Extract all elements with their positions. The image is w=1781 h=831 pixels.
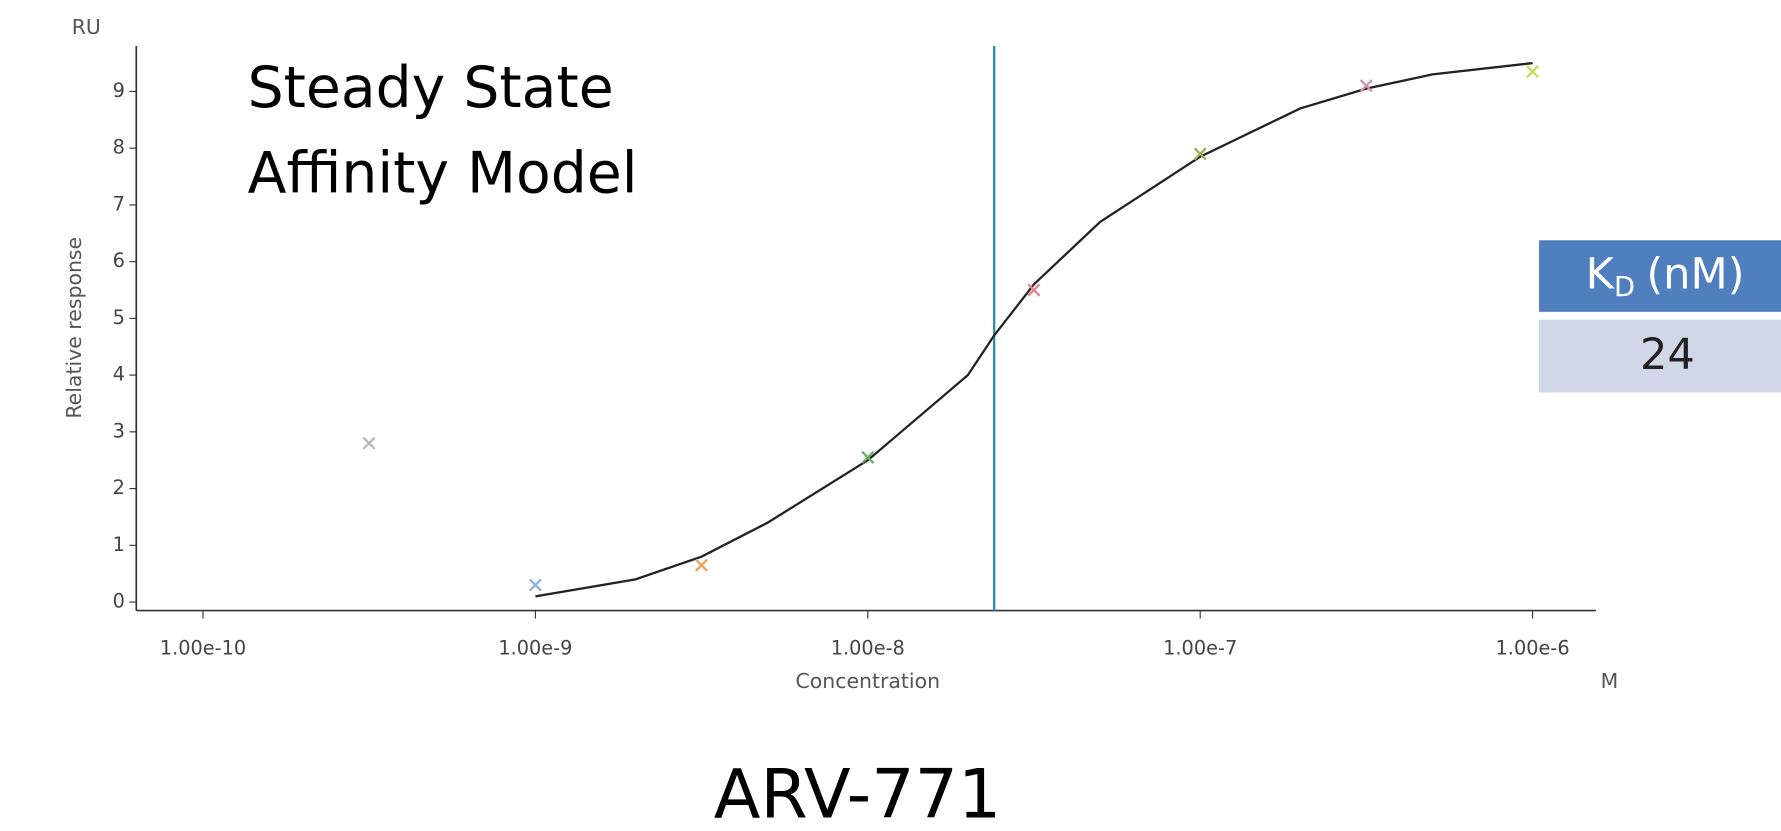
y-tick-label: 2	[113, 476, 125, 499]
table-header-cell	[1539, 240, 1781, 312]
kd-unit: (nM)	[1646, 249, 1744, 299]
annotation: Affinity Model	[248, 140, 638, 206]
y-tick-label: 7	[113, 192, 125, 215]
chart-title: ARV-771	[714, 756, 1002, 827]
y-axis-label: Relative response	[62, 237, 86, 419]
y-tick-label: 6	[113, 249, 125, 272]
data-point	[1193, 147, 1207, 161]
data-point	[695, 558, 708, 572]
table-header: KD (nM)	[1586, 249, 1745, 302]
data-point	[362, 436, 376, 450]
y-tick-label: 0	[113, 590, 125, 613]
x-tick-label: 1.00e-6	[1496, 637, 1570, 660]
fit-curve	[535, 61, 1533, 598]
data-point	[528, 578, 542, 592]
y-tick-label: 5	[113, 306, 125, 329]
y-unit: RU	[72, 15, 101, 39]
table-value-cell	[1539, 319, 1781, 393]
annotation: Steady State	[248, 55, 614, 121]
x-tick-label: 1.00e-10	[160, 637, 246, 660]
x-tick-label: 1.00e-8	[831, 637, 905, 660]
table-value: 24	[1640, 330, 1695, 380]
y-tick-label: 9	[113, 79, 125, 102]
x-axis-label: Concentration	[795, 669, 940, 693]
y-tick-label: 4	[113, 363, 125, 386]
data-point	[1027, 283, 1041, 297]
data-point	[1526, 65, 1540, 79]
x-tick-label: 1.00e-9	[498, 637, 572, 660]
y-tick-label: 8	[113, 136, 125, 159]
kd-subscript: D	[1614, 271, 1635, 302]
data-point	[1359, 79, 1373, 93]
x-unit: M	[1601, 669, 1619, 693]
data-point	[861, 450, 875, 464]
kd-symbol: K	[1586, 249, 1616, 299]
y-tick-label: 3	[113, 419, 125, 442]
x-tick-label: 1.00e-7	[1163, 637, 1237, 660]
y-tick-label: 1	[113, 533, 125, 556]
